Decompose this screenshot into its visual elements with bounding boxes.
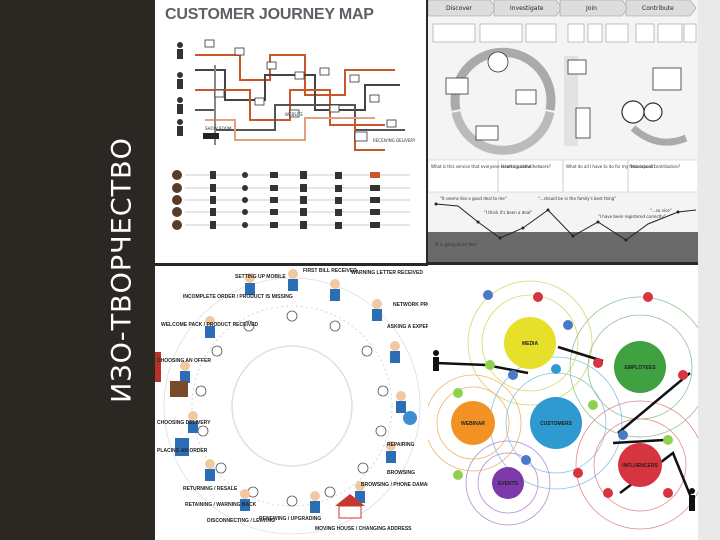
service-blueprint-image: Discover Investigate Join Contribute — [428, 0, 698, 262]
question-2: How to join the network? — [501, 164, 551, 169]
label-renewing: RENEWING / UPGRADING — [259, 516, 321, 522]
label-receiving-delivery: RECEIVING DELIVERY — [373, 138, 416, 143]
customer-journey-map-image: CUSTOMER JOURNEY MAP S — [155, 0, 426, 263]
label-returning: RETURNING / RESALE — [183, 486, 238, 492]
label-show-room: SHOW ROOM — [205, 126, 232, 131]
right-edge-strip — [698, 0, 720, 540]
phase-join: Join — [585, 5, 597, 12]
slide-title: ИЗО-ТВОРЧЕСТВО — [106, 137, 138, 403]
label-choosing-delivery: CHOOSING DELIVERY — [157, 420, 211, 426]
events-node — [492, 467, 524, 499]
label-asking-expert: ASKING A EXPERT — [387, 324, 428, 330]
label-repairing: REPAIRING — [387, 442, 415, 448]
quote-4: "I have been registered correctly" — [598, 214, 666, 219]
label-first-bill: FIRST BILL RECEIVED — [303, 268, 357, 274]
phase-discover: Discover — [446, 5, 473, 12]
influencers-node — [618, 443, 662, 487]
events-label: EVENTS — [498, 481, 519, 487]
media-label: MEDIA — [522, 341, 539, 347]
quote-1: "It seems like a good deal to me" — [440, 196, 507, 201]
quote-6: "It is going to be fine" — [434, 242, 478, 247]
label-warning-letter: WARNING LETTER RECEIVED — [351, 270, 423, 276]
label-website: WEBSITE — [285, 112, 303, 117]
customers-node — [530, 397, 582, 449]
label-choosing-offer: CHOOSING AN OFFER — [157, 358, 211, 364]
webinar-label: WEBINAR — [461, 421, 485, 427]
media-node — [504, 317, 556, 369]
phase-investigate: Investigate — [510, 5, 544, 12]
show-room-box — [203, 133, 219, 139]
label-welcome-pack: WELCOME PACK / PRODUCT RECEIVED — [161, 322, 259, 328]
title-strip: ИЗО-ТВОРЧЕСТВО — [0, 0, 155, 540]
label-incomplete-order: INCOMPLETE ORDER / PRODUCT IS MISSING — [183, 294, 293, 300]
employees-node — [614, 341, 666, 393]
network-map-image: MEDIA EMPLOYEES WEBINAR CUSTOMERS EVENTS… — [428, 265, 698, 540]
network-map-diagram: MEDIA EMPLOYEES WEBINAR CUSTOMERS EVENTS… — [428, 280, 698, 530]
service-blueprint-diagram: Discover Investigate Join Contribute — [428, 0, 698, 262]
journey-map-title: CUSTOMER JOURNEY MAP — [165, 6, 374, 23]
label-network-problem: NETWORK PROBLEM — [393, 302, 428, 308]
label-placing-order: PLACING AN ORDER — [157, 448, 208, 454]
question-4: How about contribution? — [631, 164, 680, 169]
journey-map-diagram: SHOW ROOM WEBSITE RECEIVING DELIVERY — [172, 39, 416, 230]
circle-journey-diagram: SETTING UP MOBILE FIRST BILL RECEIVED WA… — [155, 268, 428, 535]
person-icon — [433, 350, 695, 511]
label-moving-house: MOVING HOUSE / CHANGING ADDRESS — [315, 526, 412, 532]
quote-5: "...so nice" — [650, 208, 672, 213]
label-browsing: BROWSING — [387, 470, 415, 476]
webinar-node — [451, 401, 495, 445]
label-phone-damage: BROWSING / PHONE DAMAGE — [361, 482, 428, 488]
influencers-label: INFLUENCERS — [622, 463, 658, 469]
question-1: What is this service that everyone is ta… — [431, 164, 534, 169]
quote-3: "...should be in the family's best thing… — [538, 196, 616, 201]
customers-label: CUSTOMERS — [540, 421, 573, 427]
question-3: What do all I have to do for my first de… — [566, 164, 655, 169]
label-disconnecting: DISCONNECTING / LEAVING — [207, 518, 275, 524]
label-setting-up-mobile: SETTING UP MOBILE — [235, 274, 286, 280]
label-retaining: RETAINING / WARNING BACK — [185, 502, 257, 508]
quote-2: "I think it's been a deal" — [484, 210, 532, 215]
employees-label: EMPLOYEES — [624, 365, 656, 371]
phase-contribute: Contribute — [642, 5, 674, 12]
circle-journey-image: SETTING UP MOBILE FIRST BILL RECEIVED WA… — [155, 266, 428, 540]
